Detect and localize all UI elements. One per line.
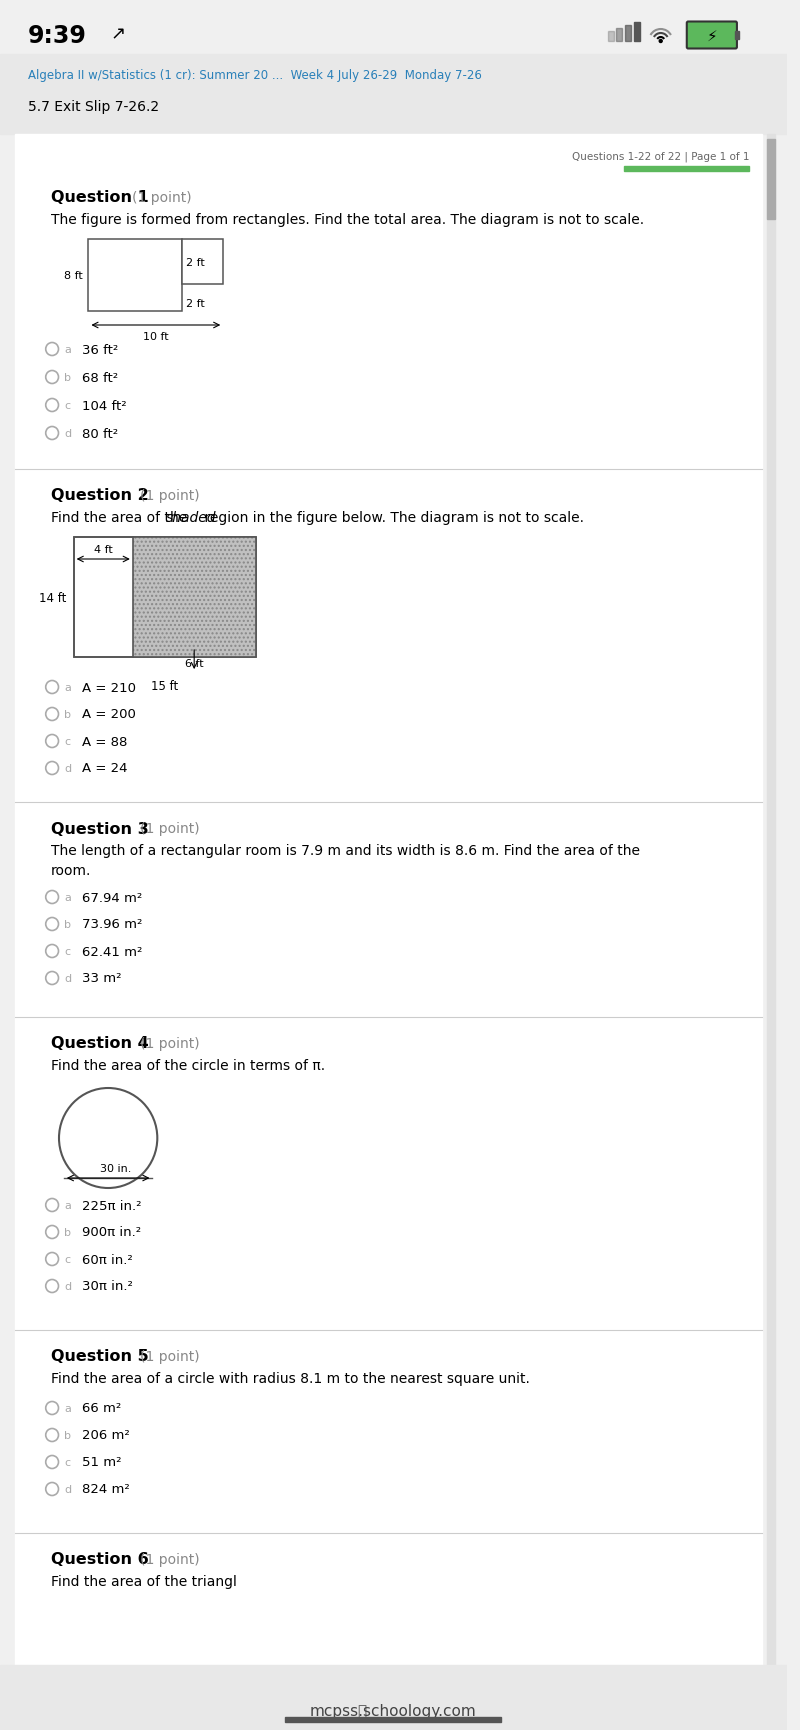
Text: A = 210: A = 210 — [82, 682, 136, 694]
Text: ⚡: ⚡ — [706, 28, 718, 43]
Text: 66 m²: 66 m² — [82, 1401, 121, 1415]
Text: 73.96 m²: 73.96 m² — [82, 919, 142, 931]
Bar — [735, 31, 739, 40]
Bar — [767, 140, 774, 220]
Text: d: d — [64, 763, 71, 773]
Text: b: b — [64, 919, 71, 929]
Text: c: c — [64, 401, 70, 410]
Text: Question 4: Question 4 — [51, 1036, 149, 1050]
Text: The length of a rectangular room is 7.9 m and its width is 8.6 m. Find the area : The length of a rectangular room is 7.9 … — [51, 844, 640, 858]
Text: a: a — [64, 1403, 70, 1413]
Text: 9:39: 9:39 — [27, 24, 86, 48]
Bar — [767, 135, 774, 1699]
Bar — [285, 1716, 502, 1721]
Text: a: a — [64, 1201, 70, 1211]
Text: Question 2: Question 2 — [51, 488, 149, 503]
Text: Questions 1-22 of 22 | Page 1 of 1: Questions 1-22 of 22 | Page 1 of 1 — [572, 152, 750, 163]
Text: a: a — [64, 344, 70, 355]
Text: d: d — [64, 1282, 71, 1291]
Text: (1 point): (1 point) — [132, 190, 191, 204]
Text: 10 ft: 10 ft — [143, 332, 169, 343]
Text: (1 point): (1 point) — [140, 1349, 199, 1363]
Text: room.: room. — [51, 863, 91, 877]
Text: 67.94 m²: 67.94 m² — [82, 891, 142, 905]
Text: a: a — [64, 893, 70, 903]
Text: 36 ft²: 36 ft² — [82, 343, 118, 356]
Text: 824 m²: 824 m² — [82, 1483, 130, 1496]
Text: (1 point): (1 point) — [140, 1036, 199, 1050]
Text: 30π in.²: 30π in.² — [82, 1280, 133, 1292]
Text: a: a — [64, 683, 70, 692]
Text: 2 ft: 2 ft — [186, 299, 205, 310]
Text: d: d — [64, 429, 71, 439]
Text: Question 5: Question 5 — [51, 1349, 149, 1363]
Text: (1 point): (1 point) — [140, 822, 199, 836]
Bar — [634, 22, 640, 42]
Text: ↗: ↗ — [110, 24, 126, 43]
Text: (1 point): (1 point) — [140, 1552, 199, 1566]
Text: Question 3: Question 3 — [51, 822, 149, 836]
Bar — [0, 1664, 786, 1730]
Text: b: b — [64, 1227, 71, 1237]
Text: Question 1: Question 1 — [51, 190, 149, 206]
Text: d: d — [64, 974, 71, 983]
Text: 8 ft: 8 ft — [64, 272, 82, 280]
Bar — [89, 240, 182, 311]
Bar — [626, 26, 631, 42]
Text: Find the area of the triangl: Find the area of the triangl — [51, 1574, 237, 1588]
Text: 4 ft: 4 ft — [94, 545, 113, 555]
Text: 60π in.²: 60π in.² — [82, 1253, 132, 1266]
Text: 68 ft²: 68 ft² — [82, 372, 118, 384]
Text: 30 in.: 30 in. — [100, 1163, 132, 1173]
Text: 🔒: 🔒 — [358, 1704, 366, 1718]
Bar — [74, 538, 256, 657]
Text: A = 88: A = 88 — [82, 735, 127, 747]
Bar — [74, 538, 256, 657]
Text: 900π in.²: 900π in.² — [82, 1227, 141, 1239]
FancyBboxPatch shape — [686, 22, 737, 50]
Text: 51 m²: 51 m² — [82, 1455, 121, 1469]
Text: 5.7 Exit Slip 7-26.2: 5.7 Exit Slip 7-26.2 — [27, 100, 158, 114]
Text: mcpss.schoology.com: mcpss.schoology.com — [310, 1704, 477, 1718]
Text: c: c — [64, 737, 70, 747]
Text: c: c — [64, 1457, 70, 1467]
Bar — [624, 166, 750, 171]
Text: Find the area of the: Find the area of the — [51, 510, 192, 524]
Bar — [133, 538, 256, 657]
Text: b: b — [64, 709, 71, 720]
Text: 14 ft: 14 ft — [38, 592, 66, 604]
Text: 206 m²: 206 m² — [82, 1429, 130, 1441]
Text: 80 ft²: 80 ft² — [82, 427, 118, 439]
Text: 104 ft²: 104 ft² — [82, 400, 126, 412]
Text: (1 point): (1 point) — [140, 488, 199, 503]
Bar — [0, 55, 786, 135]
Text: Algebra II w/Statistics (1 cr): Summer 20 ...  Week 4 July 26-29  Monday 7-26: Algebra II w/Statistics (1 cr): Summer 2… — [27, 69, 482, 81]
Bar — [608, 31, 614, 42]
Text: c: c — [64, 946, 70, 957]
Text: 6 ft: 6 ft — [185, 659, 203, 668]
Circle shape — [659, 40, 662, 43]
Text: Find the area of the circle in terms of π.: Find the area of the circle in terms of … — [51, 1059, 326, 1073]
Text: 33 m²: 33 m² — [82, 972, 121, 984]
Bar — [133, 538, 256, 657]
Text: c: c — [64, 1254, 70, 1265]
Text: A = 24: A = 24 — [82, 761, 127, 775]
Text: 15 ft: 15 ft — [151, 680, 178, 692]
Bar — [617, 29, 622, 42]
Text: b: b — [64, 372, 71, 382]
Text: Question 6: Question 6 — [51, 1552, 149, 1567]
Text: 2 ft: 2 ft — [186, 258, 205, 268]
Text: d: d — [64, 1484, 71, 1495]
Text: A = 200: A = 200 — [82, 708, 135, 721]
Text: 225π in.²: 225π in.² — [82, 1199, 141, 1211]
Text: The figure is formed from rectangles. Find the total area. The diagram is not to: The figure is formed from rectangles. Fi… — [51, 213, 644, 227]
Text: shaded: shaded — [166, 510, 216, 524]
Text: region in the figure below. The diagram is not to scale.: region in the figure below. The diagram … — [200, 510, 584, 524]
Text: b: b — [64, 1431, 71, 1439]
Bar — [182, 240, 223, 285]
Text: 62.41 m²: 62.41 m² — [82, 945, 142, 958]
Text: Find the area of a circle with radius 8.1 m to the nearest square unit.: Find the area of a circle with radius 8.… — [51, 1372, 530, 1386]
